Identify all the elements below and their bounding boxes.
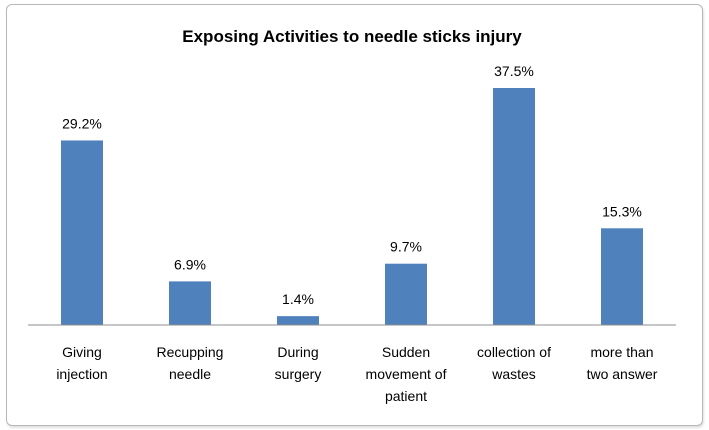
category-label-5-line-0: more than (590, 344, 653, 360)
value-labels-group: 29.2% 6.9% 1.4% 9.7% 37.5% 15.3% (62, 63, 642, 307)
bar-0 (61, 140, 103, 325)
category-label-1-line-1: needle (169, 366, 211, 382)
data-label-5: 15.3% (602, 203, 642, 219)
category-label-3-line-2: patient (385, 388, 427, 404)
category-label-0-line-0: Giving (62, 344, 102, 360)
data-label-2: 1.4% (282, 291, 314, 307)
category-labels-group: Giving injection Recupping needle During surg… (56, 344, 657, 404)
category-label-0-line-1: injection (56, 366, 107, 382)
bar-5 (601, 228, 643, 325)
bar-1 (169, 281, 211, 325)
data-label-0: 29.2% (62, 115, 102, 131)
category-label-3-line-0: Sudden (382, 344, 430, 360)
data-label-4: 37.5% (494, 63, 534, 79)
category-label-4-line-0: collection of (477, 344, 551, 360)
category-label-2-line-1: surgery (275, 366, 322, 382)
data-label-1: 6.9% (174, 256, 206, 272)
chart-frame (6, 4, 703, 426)
chart-title: Exposing Activities to needle sticks inj… (182, 27, 522, 46)
bar-4 (493, 88, 535, 325)
category-label-5-line-1: two answer (587, 366, 658, 382)
category-label-2-line-0: During (277, 344, 318, 360)
category-label-4-line-1: wastes (491, 366, 536, 382)
bar-3 (385, 263, 427, 325)
category-label-3-line-1: movement of (366, 366, 447, 382)
category-label-1-line-0: Recupping (157, 344, 224, 360)
bar-2 (277, 316, 319, 325)
data-label-3: 9.7% (390, 239, 422, 255)
bars-group (61, 88, 643, 325)
